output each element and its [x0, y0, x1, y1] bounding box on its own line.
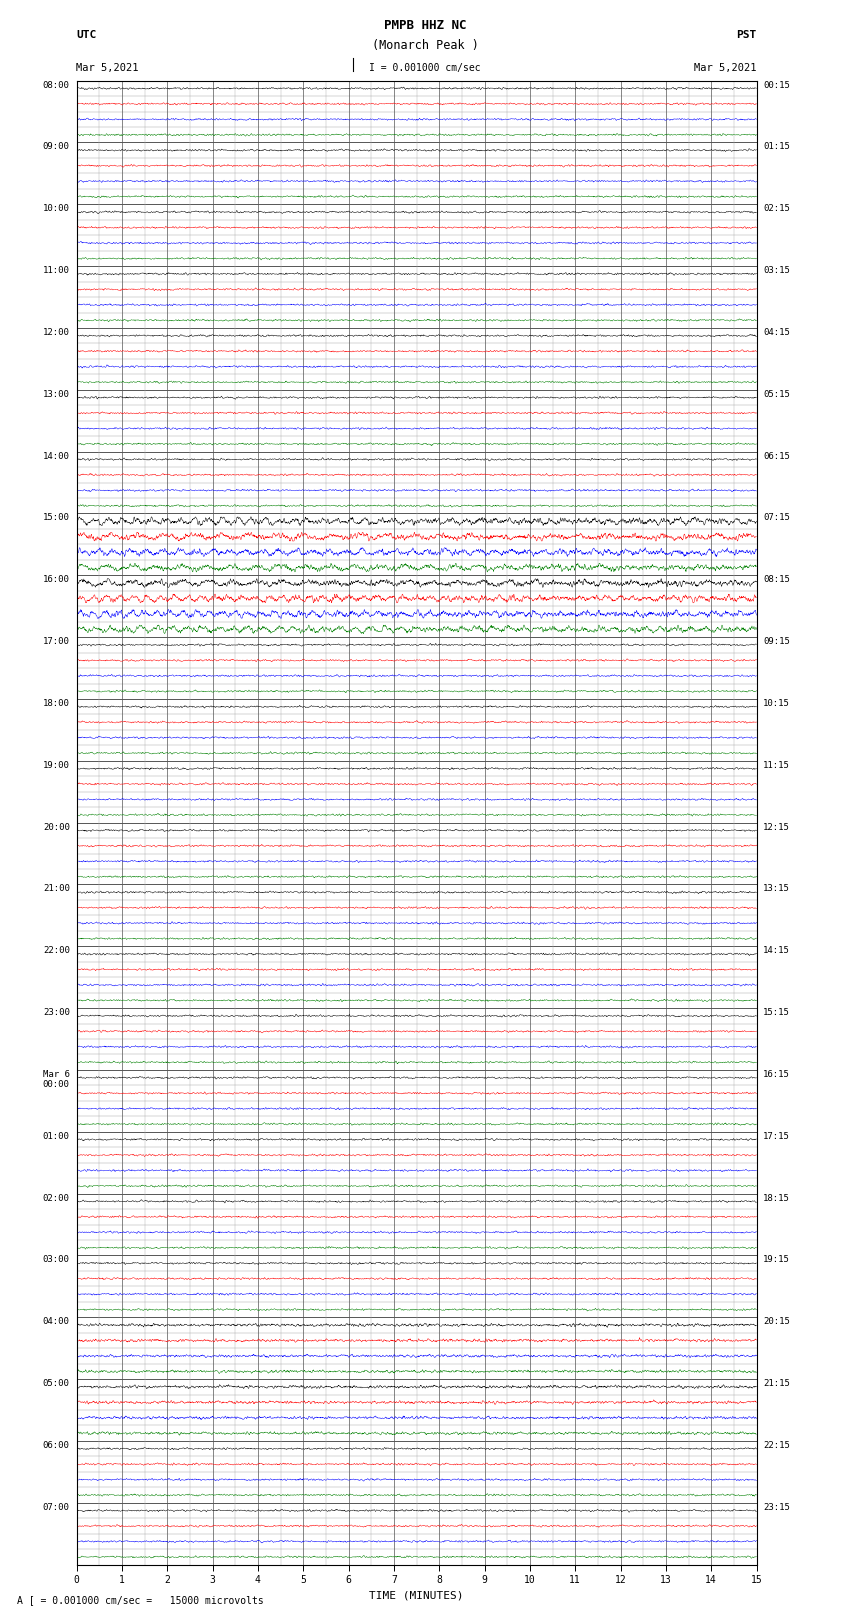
Text: 14:00: 14:00	[42, 452, 70, 461]
Text: 04:15: 04:15	[763, 327, 791, 337]
Text: 13:15: 13:15	[763, 884, 791, 894]
Text: Mar 5,2021: Mar 5,2021	[76, 63, 139, 73]
Text: 11:15: 11:15	[763, 761, 791, 769]
Text: 10:00: 10:00	[42, 205, 70, 213]
Text: 07:00: 07:00	[42, 1503, 70, 1511]
Text: A [ = 0.001000 cm/sec =   15000 microvolts: A [ = 0.001000 cm/sec = 15000 microvolts	[17, 1595, 264, 1605]
Text: 13:00: 13:00	[42, 390, 70, 398]
Text: 22:00: 22:00	[42, 947, 70, 955]
Text: 09:00: 09:00	[42, 142, 70, 152]
Text: 03:00: 03:00	[42, 1255, 70, 1265]
Text: 19:15: 19:15	[763, 1255, 791, 1265]
Text: 06:00: 06:00	[42, 1440, 70, 1450]
Text: 12:15: 12:15	[763, 823, 791, 832]
Text: 14:15: 14:15	[763, 947, 791, 955]
Text: 02:00: 02:00	[42, 1194, 70, 1203]
Text: PMPB HHZ NC: PMPB HHZ NC	[383, 19, 467, 32]
Text: 20:15: 20:15	[763, 1318, 791, 1326]
Text: 04:00: 04:00	[42, 1318, 70, 1326]
Text: 16:00: 16:00	[42, 576, 70, 584]
Text: 23:00: 23:00	[42, 1008, 70, 1018]
Text: 09:15: 09:15	[763, 637, 791, 647]
Text: 17:00: 17:00	[42, 637, 70, 647]
Text: 20:00: 20:00	[42, 823, 70, 832]
Text: 08:15: 08:15	[763, 576, 791, 584]
Text: 22:15: 22:15	[763, 1440, 791, 1450]
Text: 07:15: 07:15	[763, 513, 791, 523]
Text: 05:15: 05:15	[763, 390, 791, 398]
Text: 03:15: 03:15	[763, 266, 791, 276]
Text: 02:15: 02:15	[763, 205, 791, 213]
Text: 01:15: 01:15	[763, 142, 791, 152]
Text: 16:15: 16:15	[763, 1069, 791, 1079]
Text: 10:15: 10:15	[763, 698, 791, 708]
Text: 15:15: 15:15	[763, 1008, 791, 1018]
Text: 05:00: 05:00	[42, 1379, 70, 1389]
Text: (Monarch Peak ): (Monarch Peak )	[371, 39, 479, 52]
Text: Mar 5,2021: Mar 5,2021	[694, 63, 756, 73]
Text: 11:00: 11:00	[42, 266, 70, 276]
Text: 18:00: 18:00	[42, 698, 70, 708]
Text: 00:15: 00:15	[763, 81, 791, 90]
Text: PST: PST	[736, 31, 756, 40]
Text: 21:15: 21:15	[763, 1379, 791, 1389]
Text: 19:00: 19:00	[42, 761, 70, 769]
Text: UTC: UTC	[76, 31, 97, 40]
Text: 12:00: 12:00	[42, 327, 70, 337]
Text: 23:15: 23:15	[763, 1503, 791, 1511]
Text: 17:15: 17:15	[763, 1132, 791, 1140]
Text: 15:00: 15:00	[42, 513, 70, 523]
Text: 21:00: 21:00	[42, 884, 70, 894]
Text: 18:15: 18:15	[763, 1194, 791, 1203]
Text: I = 0.001000 cm/sec: I = 0.001000 cm/sec	[369, 63, 481, 73]
Text: 06:15: 06:15	[763, 452, 791, 461]
X-axis label: TIME (MINUTES): TIME (MINUTES)	[369, 1590, 464, 1600]
Text: Mar 6
00:00: Mar 6 00:00	[42, 1069, 70, 1089]
Text: 08:00: 08:00	[42, 81, 70, 90]
Text: 01:00: 01:00	[42, 1132, 70, 1140]
